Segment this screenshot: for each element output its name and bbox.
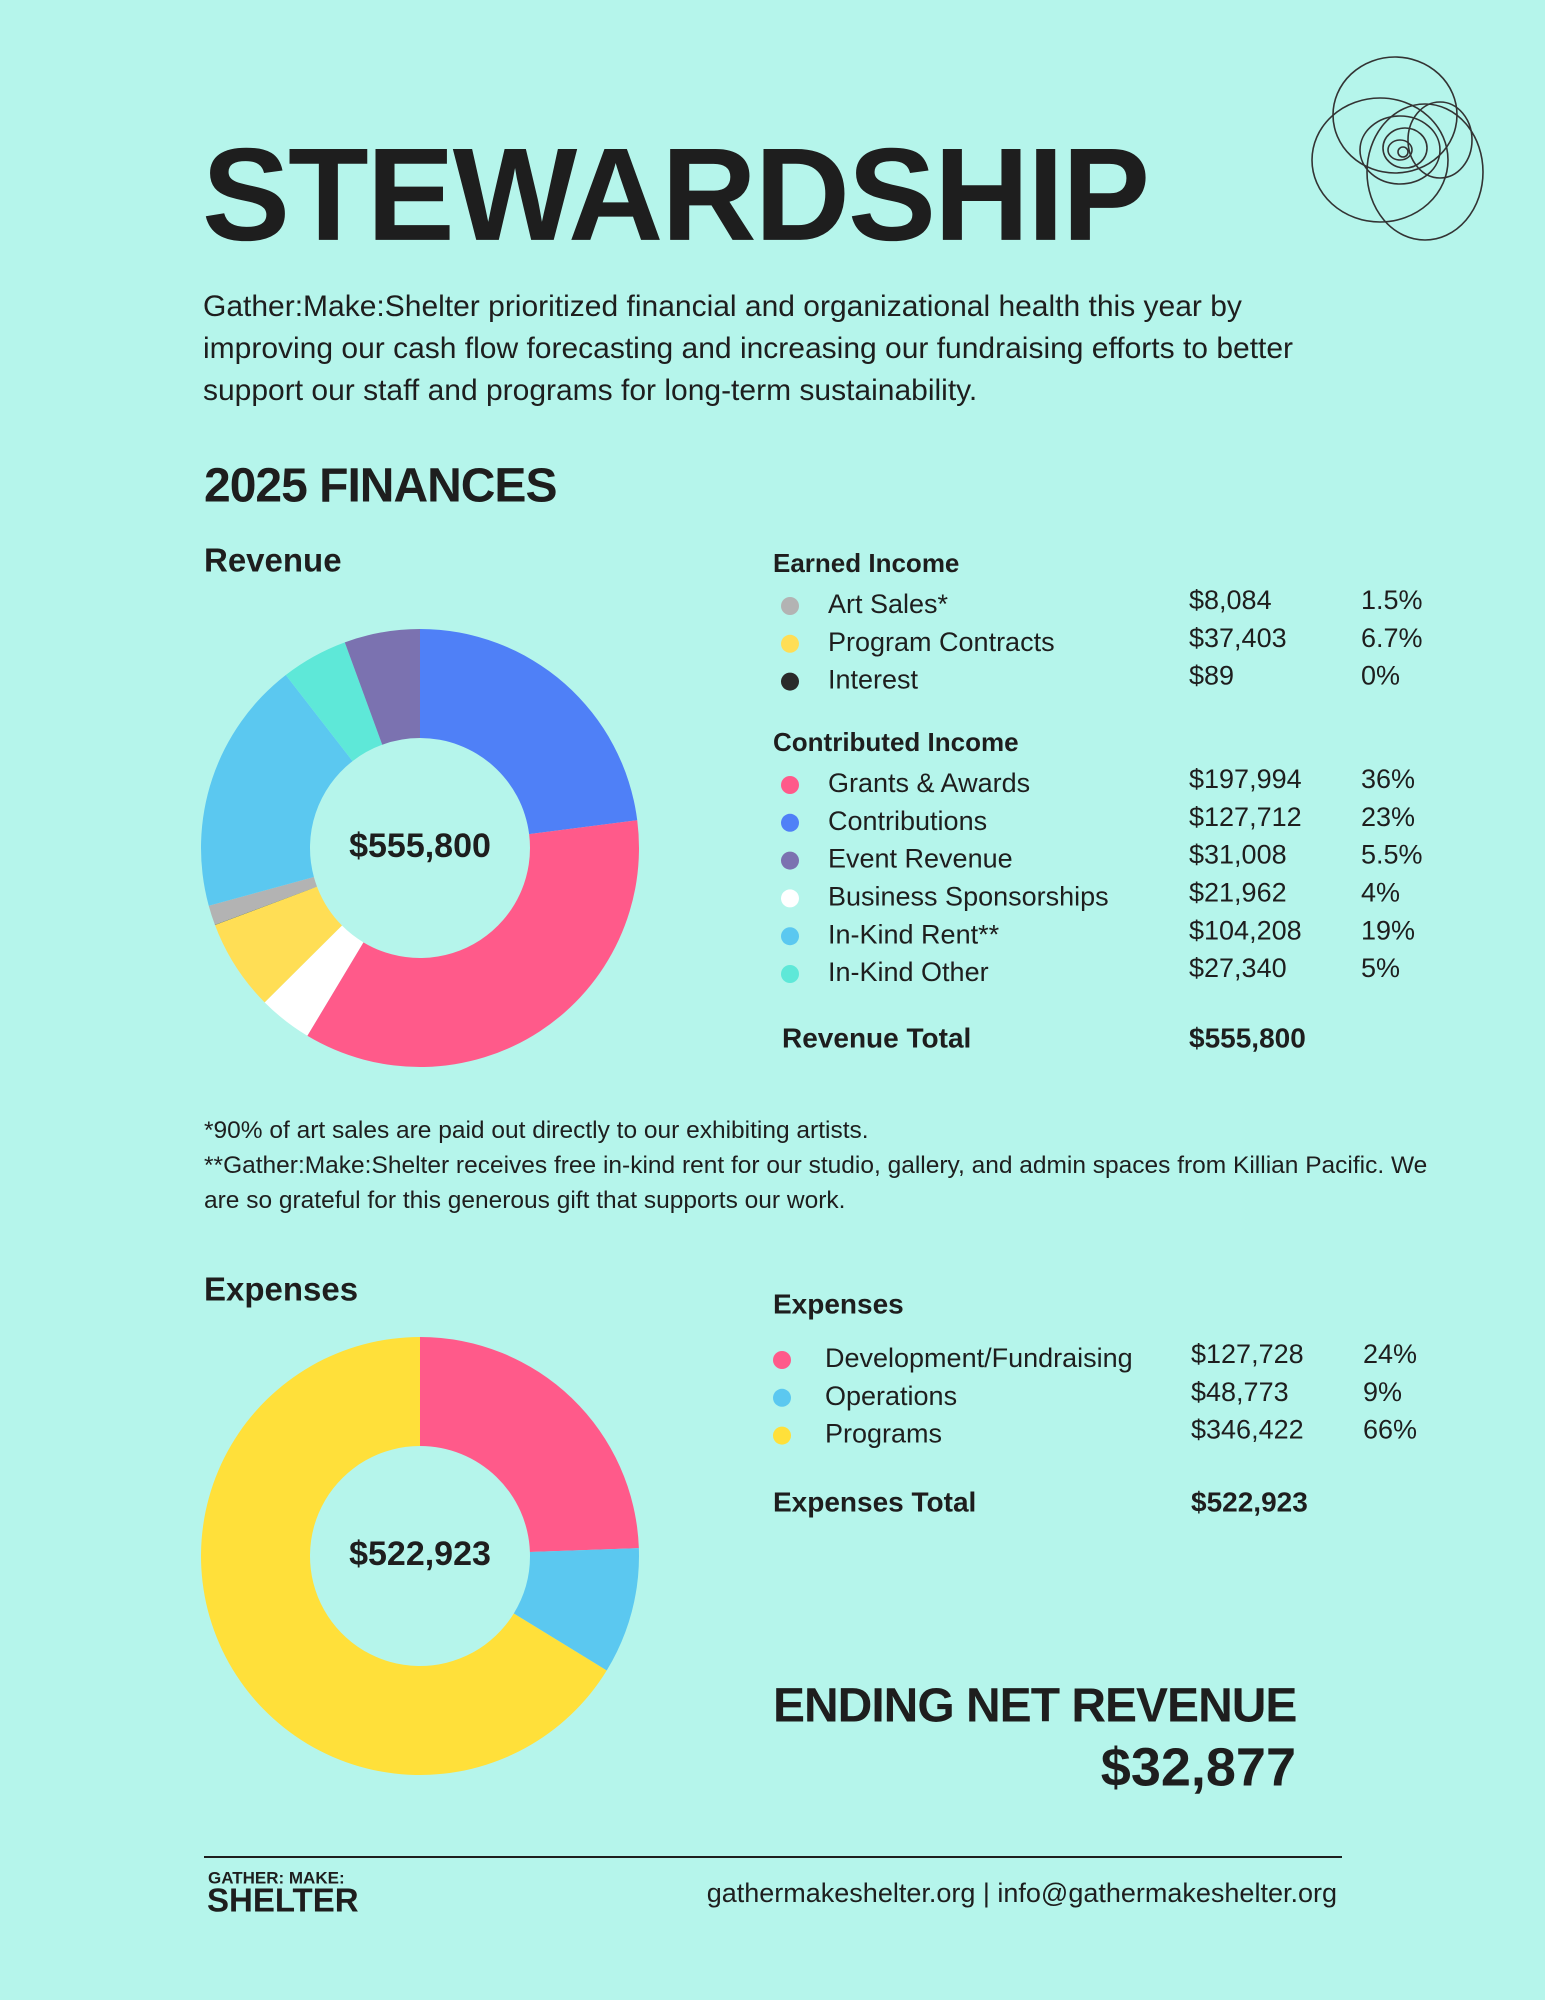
- donut-center-total: $555,800: [349, 827, 491, 865]
- logo-top: GATHER: MAKE:: [208, 1868, 345, 1887]
- legend-label: Art Sales*: [828, 589, 949, 619]
- legend-amount: $37,403: [1189, 623, 1287, 653]
- legend-swatch: [781, 672, 799, 691]
- note: *90% of art sales are paid out directly …: [204, 1117, 869, 1144]
- net-revenue-label: ENDING NET REVENUE: [773, 1680, 1296, 1733]
- legend-label: Programs: [825, 1419, 942, 1449]
- legend-amount: $346,422: [1191, 1415, 1304, 1445]
- legend-percent: 23%: [1361, 802, 1415, 832]
- chart-title: Revenue: [204, 542, 342, 579]
- notes: *90% of art sales are paid out directly …: [204, 1113, 1444, 1218]
- legend-swatch: [781, 927, 799, 946]
- net-revenue-value: $32,877: [1101, 1737, 1296, 1797]
- donut-slice: [264, 925, 364, 1036]
- legend-amount: $127,712: [1189, 802, 1302, 832]
- legend-amount: $197,994: [1189, 764, 1302, 794]
- legend-amount: $89: [1189, 661, 1234, 691]
- legend-percent: 19%: [1361, 915, 1415, 945]
- section-heading: 2025 FINANCES: [204, 460, 556, 513]
- legend-label: Contributions: [828, 806, 987, 836]
- legend-percent: 0%: [1361, 661, 1400, 691]
- donut-slice: [344, 629, 420, 745]
- legend-label: Operations: [825, 1381, 957, 1411]
- legend-percent: 66%: [1363, 1415, 1417, 1445]
- donut-slice: [201, 674, 353, 906]
- legend-swatch: [781, 776, 799, 794]
- legend-amount: $127,728: [1191, 1339, 1304, 1369]
- donut-slice: [513, 1548, 639, 1671]
- donut-center-total: $522,923: [349, 1535, 491, 1573]
- total-amount: $555,800: [1189, 1022, 1306, 1053]
- legend-amount: $21,962: [1189, 878, 1287, 908]
- legend-swatch: [773, 1388, 791, 1407]
- total-label: Expenses Total: [773, 1486, 976, 1517]
- legend-amount: $27,340: [1189, 953, 1287, 983]
- legend-percent: 1.5%: [1361, 585, 1423, 615]
- legend-swatch: [773, 1351, 791, 1369]
- legend-percent: 5.5%: [1361, 840, 1423, 870]
- legend-amount: $8,084: [1189, 585, 1272, 615]
- legend-heading: Earned Income: [773, 548, 959, 578]
- legend-amount: $31,008: [1189, 840, 1287, 870]
- donut-slice: [420, 629, 638, 835]
- legend-percent: 36%: [1361, 764, 1415, 794]
- total-amount: $522,923: [1191, 1486, 1308, 1517]
- legend-swatch: [781, 889, 799, 908]
- decoration-circles: [1311, 56, 1484, 241]
- donut-slice: [214, 886, 318, 925]
- legend-heading: Contributed Income: [773, 727, 1019, 757]
- legend-swatch: [773, 1426, 791, 1445]
- legend-swatch: [781, 965, 799, 983]
- donut-slice: [420, 1337, 639, 1553]
- legend-heading: Expenses: [773, 1288, 904, 1319]
- legend-label: Development/Fundraising: [825, 1343, 1133, 1373]
- legend-amount: $48,773: [1191, 1377, 1289, 1407]
- legend-label: In-Kind Other: [828, 957, 989, 987]
- legend-label: Event Revenue: [828, 844, 1013, 874]
- donut-slice: [214, 886, 342, 1003]
- legend-swatch: [781, 597, 799, 615]
- legend-swatch: [781, 851, 799, 870]
- legend-percent: 4%: [1361, 878, 1400, 908]
- legend-percent: 6.7%: [1361, 623, 1423, 653]
- donut-slice: [285, 642, 383, 762]
- legend-percent: 9%: [1363, 1377, 1402, 1407]
- legend-label: Business Sponsorships: [828, 882, 1109, 912]
- logo-bottom: SHELTER: [207, 1882, 359, 1919]
- legend-label: Interest: [828, 665, 919, 695]
- legend-label: Grants & Awards: [828, 768, 1030, 798]
- intro-text: Gather:Make:Shelter prioritized financia…: [203, 290, 1294, 407]
- legend-percent: 24%: [1363, 1339, 1417, 1369]
- legend-label: In-Kind Rent**: [828, 919, 1000, 949]
- chart-title: Expenses: [204, 1271, 358, 1308]
- donut-slice: [200, 1337, 607, 1775]
- legend-swatch: [781, 813, 799, 832]
- legend-percent: 5%: [1361, 953, 1400, 983]
- legend-label: Program Contracts: [828, 627, 1055, 657]
- note: **Gather:Make:Shelter receives free in-k…: [204, 1152, 1428, 1214]
- legend-amount: $104,208: [1189, 915, 1302, 945]
- legend-swatch: [781, 634, 799, 653]
- donut-slice: [208, 877, 317, 925]
- page-title: STEWARDSHIP: [202, 121, 1148, 268]
- total-label: Revenue Total: [782, 1022, 971, 1053]
- donut-slice: [307, 820, 639, 1068]
- footer-contact: gathermakeshelter.org | info@gathermakes…: [707, 1878, 1337, 1908]
